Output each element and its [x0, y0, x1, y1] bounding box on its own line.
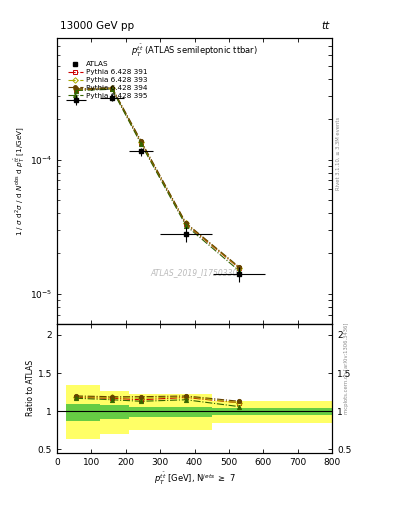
Pythia 6.428 395 — [110, 86, 114, 92]
Pythia 6.428 395 — [237, 268, 242, 274]
Line: Pythia 6.428 395: Pythia 6.428 395 — [74, 87, 241, 273]
Pythia 6.428 394 — [73, 86, 78, 92]
Pythia 6.428 393 — [237, 265, 242, 271]
Legend: ATLAS, Pythia 6.428 391, Pythia 6.428 393, Pythia 6.428 394, Pythia 6.428 395: ATLAS, Pythia 6.428 391, Pythia 6.428 39… — [66, 59, 149, 101]
Pythia 6.428 391 — [139, 140, 143, 146]
Pythia 6.428 393 — [110, 85, 114, 91]
Pythia 6.428 393 — [184, 220, 188, 226]
Pythia 6.428 391 — [237, 265, 242, 271]
Y-axis label: Ratio to ATLAS: Ratio to ATLAS — [26, 360, 35, 416]
Text: Rivet 3.1.10, ≥ 3.3M events: Rivet 3.1.10, ≥ 3.3M events — [336, 117, 341, 190]
Pythia 6.428 391 — [184, 221, 188, 227]
Pythia 6.428 393 — [139, 139, 143, 145]
Line: Pythia 6.428 391: Pythia 6.428 391 — [74, 87, 241, 270]
Pythia 6.428 393 — [73, 87, 78, 93]
Pythia 6.428 391 — [73, 87, 78, 93]
Pythia 6.428 395 — [73, 88, 78, 94]
Pythia 6.428 395 — [139, 141, 143, 147]
Pythia 6.428 395 — [184, 223, 188, 229]
Text: tt: tt — [321, 22, 329, 31]
Text: ATLAS_2019_I1750330: ATLAS_2019_I1750330 — [151, 268, 238, 276]
Text: mcplots.cern.ch [arXiv:1306.3436]: mcplots.cern.ch [arXiv:1306.3436] — [344, 323, 349, 414]
Pythia 6.428 394 — [184, 220, 188, 226]
Pythia 6.428 394 — [237, 264, 242, 270]
Pythia 6.428 391 — [110, 86, 114, 92]
Line: Pythia 6.428 393: Pythia 6.428 393 — [74, 86, 241, 270]
Line: Pythia 6.428 394: Pythia 6.428 394 — [74, 86, 241, 269]
Text: 13000 GeV pp: 13000 GeV pp — [60, 22, 134, 31]
Y-axis label: 1 / $\sigma$ d$^2\sigma$ / d $N^{\rm obs}$ d $p^{t\bar{t}}_T$ [1/GeV]: 1 / $\sigma$ d$^2\sigma$ / d $N^{\rm obs… — [13, 126, 27, 236]
X-axis label: $p^{t\bar{t}}_T$ [GeV], N$^{jets}$ $\geq$ 7: $p^{t\bar{t}}_T$ [GeV], N$^{jets}$ $\geq… — [154, 471, 235, 487]
Pythia 6.428 394 — [110, 84, 114, 91]
Pythia 6.428 394 — [139, 138, 143, 144]
Text: $p_T^{t\bar{t}}$ (ATLAS semileptonic ttbar): $p_T^{t\bar{t}}$ (ATLAS semileptonic ttb… — [131, 42, 258, 59]
